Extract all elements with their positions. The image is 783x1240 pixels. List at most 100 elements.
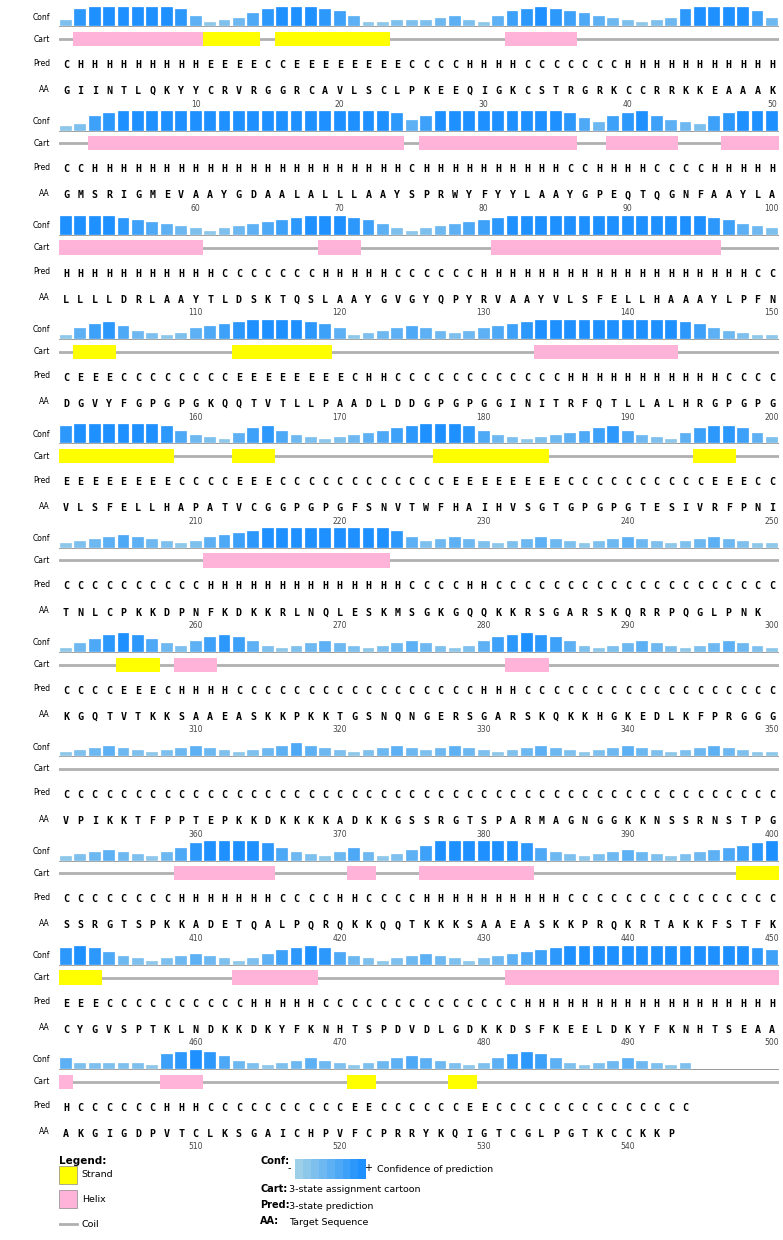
Bar: [392, 228, 403, 234]
Text: C: C: [193, 582, 199, 591]
Text: C: C: [524, 582, 530, 591]
Text: L: L: [92, 295, 98, 305]
Bar: [189, 843, 201, 861]
Text: G: G: [308, 503, 314, 513]
Text: V: V: [179, 191, 184, 201]
Text: C: C: [409, 165, 415, 175]
Text: S: S: [366, 712, 371, 722]
Text: L: L: [351, 191, 357, 201]
Text: H: H: [351, 894, 357, 904]
Text: A: A: [524, 920, 530, 930]
Text: C: C: [755, 790, 760, 800]
Bar: [262, 320, 273, 340]
Text: 150: 150: [765, 309, 779, 317]
Text: 370: 370: [332, 830, 347, 838]
Text: P: P: [755, 399, 760, 409]
Text: H: H: [351, 269, 357, 279]
Bar: [737, 750, 749, 756]
Bar: [363, 528, 374, 548]
Text: H: H: [106, 165, 112, 175]
Bar: [218, 324, 230, 340]
Text: G: G: [553, 608, 559, 618]
Text: C: C: [755, 477, 760, 487]
Bar: [550, 1059, 561, 1069]
Text: E: E: [481, 1102, 487, 1112]
Text: C: C: [251, 686, 256, 696]
Text: C: C: [625, 1128, 631, 1138]
Text: C: C: [582, 477, 587, 487]
Text: 500: 500: [764, 1038, 779, 1047]
Bar: [88, 216, 101, 234]
Bar: [464, 841, 475, 861]
Text: C: C: [452, 373, 458, 383]
Text: Coil: Coil: [81, 1220, 99, 1229]
Text: K: K: [380, 816, 386, 826]
Text: H: H: [697, 1024, 703, 1034]
Bar: [363, 112, 374, 130]
Text: 140: 140: [621, 309, 635, 317]
Bar: [363, 852, 374, 861]
Text: H: H: [539, 894, 544, 904]
Bar: [290, 528, 302, 548]
Text: H: H: [755, 165, 760, 175]
Text: L: L: [294, 608, 299, 618]
Text: H: H: [668, 373, 674, 383]
Bar: [694, 946, 705, 965]
Bar: [103, 849, 115, 861]
Bar: [608, 320, 619, 340]
Text: C: C: [207, 1102, 213, 1112]
Text: C: C: [726, 894, 731, 904]
Bar: [204, 748, 216, 756]
Text: N: N: [654, 816, 659, 826]
Bar: [622, 745, 633, 756]
Text: 3-state assignment cartoon: 3-state assignment cartoon: [289, 1185, 420, 1194]
Text: C: C: [337, 790, 343, 800]
Text: H: H: [481, 894, 487, 904]
Text: P: P: [438, 399, 443, 409]
Text: H: H: [711, 998, 717, 1008]
Text: K: K: [539, 712, 544, 722]
Text: E: E: [222, 920, 227, 930]
Bar: [290, 112, 302, 130]
Text: Pred: Pred: [33, 684, 50, 693]
Text: A: A: [769, 1024, 775, 1034]
Bar: [348, 218, 360, 234]
Text: K: K: [639, 1128, 645, 1138]
Bar: [262, 112, 273, 130]
Text: F: F: [438, 503, 443, 513]
Text: P: P: [755, 816, 760, 826]
Text: C: C: [567, 790, 573, 800]
Text: H: H: [683, 373, 688, 383]
Bar: [665, 439, 677, 444]
Bar: [132, 750, 144, 756]
Text: C: C: [135, 998, 141, 1008]
Text: C: C: [366, 686, 371, 696]
Text: Conf: Conf: [33, 430, 50, 439]
Text: Q: Q: [683, 608, 688, 618]
Text: H: H: [539, 269, 544, 279]
Bar: [233, 637, 245, 652]
Bar: [579, 543, 590, 548]
Bar: [363, 750, 374, 756]
Text: C: C: [222, 373, 227, 383]
Bar: [392, 329, 403, 340]
Text: G: G: [567, 816, 573, 826]
Bar: [392, 114, 403, 130]
Text: Cart: Cart: [34, 243, 50, 252]
Text: S: S: [236, 1128, 242, 1138]
Text: Conf: Conf: [33, 117, 50, 126]
Bar: [233, 751, 245, 756]
Bar: [363, 219, 374, 234]
Text: R: R: [92, 920, 98, 930]
Bar: [665, 543, 677, 548]
Text: K: K: [308, 1024, 314, 1034]
Text: H: H: [380, 373, 386, 383]
Bar: [276, 848, 288, 861]
Text: C: C: [323, 894, 328, 904]
Text: H: H: [164, 1102, 170, 1112]
Bar: [161, 852, 173, 861]
Text: K: K: [611, 87, 616, 97]
Bar: [420, 542, 432, 548]
Text: A: A: [265, 1128, 271, 1138]
Text: H: H: [135, 60, 141, 71]
